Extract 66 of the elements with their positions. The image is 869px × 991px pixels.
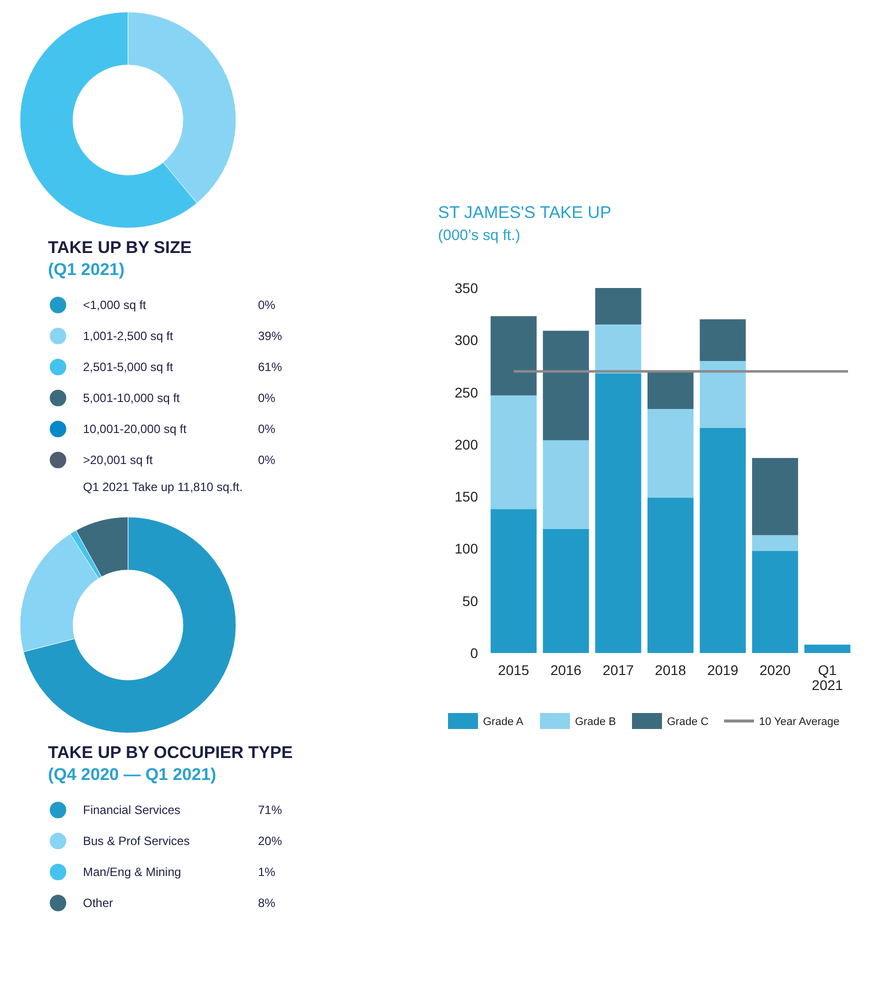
legend-label: Grade C [667, 716, 709, 728]
bar [647, 372, 694, 409]
x-tick-label: 2018 [654, 662, 686, 678]
bar [700, 361, 746, 428]
bar [700, 319, 746, 361]
legend-label: Grade A [483, 716, 524, 728]
legend-label: <1,000 sq ft [83, 298, 147, 312]
legend-label: 1,001-2,500 sq ft [83, 329, 174, 343]
bar [542, 528, 589, 653]
legend-label: 10,001-20,000 sq ft [83, 422, 188, 436]
text: 0% [258, 453, 276, 467]
data-label: 8% [258, 896, 276, 910]
x-tick-label: 2016 [550, 662, 582, 678]
bar [595, 324, 642, 374]
text: TAKE UP BY SIZE [48, 238, 192, 257]
y-tick-label: 100 [454, 540, 478, 557]
donut-slice [23, 516, 236, 734]
legend-label: 5,001-10,000 sq ft [83, 391, 180, 405]
y-tick-label: 150 [454, 488, 478, 505]
text: (Q4 2020 — Q1 2021) [48, 765, 216, 784]
bar [647, 408, 694, 498]
data-label: 20% [258, 834, 282, 848]
text: 0% [258, 422, 276, 436]
bar [700, 428, 746, 653]
text: (Q1 2021) [48, 260, 125, 279]
bar [542, 330, 589, 440]
bar [804, 644, 850, 653]
bar [595, 288, 642, 324]
text: Q1 2021 Take up 11,810 sq.ft. [83, 480, 243, 494]
bar [490, 509, 537, 653]
legend-label: >20,001 sq ft [83, 453, 154, 467]
text: 0% [258, 298, 276, 312]
x-tick-label: Q1 2021 [812, 662, 844, 693]
bar [752, 535, 798, 551]
text: 0% [258, 391, 276, 405]
bar [752, 458, 798, 536]
legend-label: 2,501-5,000 sq ft [83, 360, 174, 374]
bar [752, 550, 798, 653]
legend-label: Other [83, 896, 114, 910]
bar [490, 395, 537, 510]
legend-label: 10 Year Average [759, 716, 840, 728]
legend-label: Grade B [575, 716, 616, 728]
bar [490, 316, 537, 396]
y-tick-label: 300 [454, 332, 478, 348]
chart-title: ST JAMES'S TAKE UP [438, 203, 612, 222]
y-tick-label: 250 [454, 384, 478, 400]
data-label: 1% [258, 865, 276, 879]
y-tick-label: 350 [454, 280, 478, 296]
x-tick-label: 2019 [707, 662, 739, 678]
bar [647, 498, 694, 653]
x-tick-label: 2017 [602, 662, 634, 678]
text: TAKE UP BY OCCUPIER TYPE [48, 743, 293, 762]
data-label: 71% [258, 803, 282, 817]
y-tick-label: 50 [462, 592, 478, 609]
data-label: 39% [258, 329, 282, 343]
y-tick-label: 200 [454, 436, 478, 452]
legend-label: Financial Services [83, 803, 180, 817]
x-tick-label: 2020 [760, 662, 791, 678]
legend-label: Man/Eng & Mining [83, 865, 182, 879]
bar [542, 440, 589, 529]
x-tick-label: 2015 [498, 662, 530, 678]
y-tick-label: 0 [470, 645, 478, 661]
chart-subtitle: (000’s sq ft.) [438, 227, 520, 244]
legend-label: Bus & Prof Services [83, 834, 190, 848]
bar [595, 374, 642, 653]
data-label: 61% [258, 360, 282, 374]
